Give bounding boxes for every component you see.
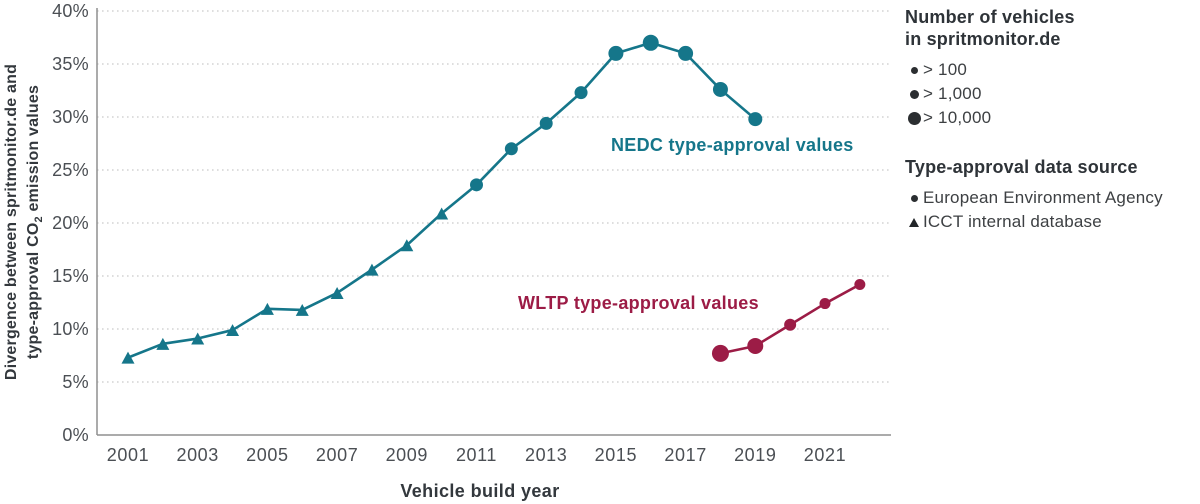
wltp-point-2019 (747, 337, 764, 354)
legend-vehicles-title-line2: in spritmonitor.de (905, 29, 1061, 49)
legend: Number of vehicles in spritmonitor.de > … (905, 6, 1200, 234)
y-tick-15: 15% (52, 266, 89, 286)
nedc-point-2005 (260, 302, 274, 315)
y-tick-30: 30% (52, 107, 89, 127)
source-circle-icon (905, 194, 923, 202)
legend-source-label: European Environment Agency (923, 188, 1163, 207)
wltp-point-2021 (819, 298, 831, 310)
legend-size-item-2: > 10,000 (905, 106, 1200, 130)
wltp-point-2018 (711, 344, 729, 362)
y-axis-title: Divergence between spritmonitor.de and t… (1, 2, 47, 442)
nedc-point-2008 (365, 263, 379, 276)
x-tick-2001: 2001 (106, 445, 150, 465)
x-tick-2007: 2007 (315, 445, 359, 465)
legend-vehicles-title-line1: Number of vehicles (905, 7, 1075, 27)
x-axis-title: Vehicle build year (400, 481, 560, 501)
legend-source-item-1: ICCT internal database (905, 210, 1200, 234)
legend-size-label: > 10,000 (923, 108, 992, 127)
legend-source-label: ICCT internal database (923, 212, 1102, 231)
nedc-point-2009 (400, 239, 414, 252)
vehicle-count-dot-icon (905, 111, 923, 125)
nedc-point-2012 (504, 142, 518, 156)
nedc-point-2017 (678, 45, 694, 61)
legend-size-items: > 100 > 1,000 > 10,000 (905, 58, 1200, 130)
x-tick-2015: 2015 (594, 445, 638, 465)
nedc-point-2006 (295, 303, 309, 316)
x-tick-2021: 2021 (803, 445, 847, 465)
y-tick-10: 10% (52, 319, 89, 339)
x-tick-2019: 2019 (734, 445, 777, 465)
x-tick-2003: 2003 (176, 445, 219, 465)
nedc-point-2014 (574, 86, 588, 100)
y-axis-title-line2: type-approval CO2 emission values (25, 84, 46, 360)
x-tick-2009: 2009 (385, 445, 429, 465)
legend-size-item-0: > 100 (905, 58, 1200, 82)
y-tick-40: 40% (52, 1, 89, 21)
nedc-point-2002 (156, 337, 170, 350)
source-triangle-icon (905, 217, 923, 227)
x-tick-2017: 2017 (664, 445, 707, 465)
nedc-point-2004 (226, 324, 240, 337)
nedc-point-2001 (121, 351, 135, 364)
y-tick-0: 0% (62, 425, 89, 445)
nedc-point-2016 (642, 34, 659, 51)
legend-size-label: > 1,000 (923, 84, 982, 103)
nedc-point-2011 (470, 178, 483, 192)
legend-size-item-1: > 1,000 (905, 82, 1200, 106)
wltp-point-2020 (784, 318, 797, 331)
nedc-point-2007 (330, 286, 344, 299)
co2-subscript: 2 (33, 216, 46, 223)
legend-source-item-0: European Environment Agency (905, 186, 1200, 210)
y-tick-25: 25% (52, 160, 89, 180)
x-tick-2013: 2013 (524, 445, 568, 465)
x-tick-2011: 2011 (455, 445, 498, 465)
nedc-point-2003 (191, 332, 205, 345)
y-axis-title-line1: Divergence between spritmonitor.de and (3, 63, 20, 381)
legend-size-label: > 100 (923, 60, 968, 79)
nedc-point-2010 (435, 207, 449, 220)
y-tick-35: 35% (52, 54, 89, 74)
wltp-series-label: WLTP type-approval values (518, 293, 759, 313)
nedc-point-2013 (539, 116, 553, 130)
legend-vehicles-title: Number of vehicles in spritmonitor.de (905, 6, 1200, 50)
nedc-series-label: NEDC type-approval values (611, 135, 854, 155)
vehicle-count-dot-icon (905, 89, 923, 99)
y-tick-5: 5% (62, 372, 89, 392)
nedc-point-2018 (712, 81, 728, 97)
wltp-point-2022 (854, 278, 866, 290)
y-tick-20: 20% (52, 213, 89, 233)
vehicle-count-dot-icon (905, 66, 923, 74)
nedc-point-2019 (748, 112, 763, 127)
legend-source-title: Type-approval data source (905, 157, 1138, 177)
x-tick-2005: 2005 (246, 445, 289, 465)
legend-source-items: European Environment Agency ICCT internal… (905, 186, 1200, 234)
nedc-point-2015 (608, 45, 624, 61)
